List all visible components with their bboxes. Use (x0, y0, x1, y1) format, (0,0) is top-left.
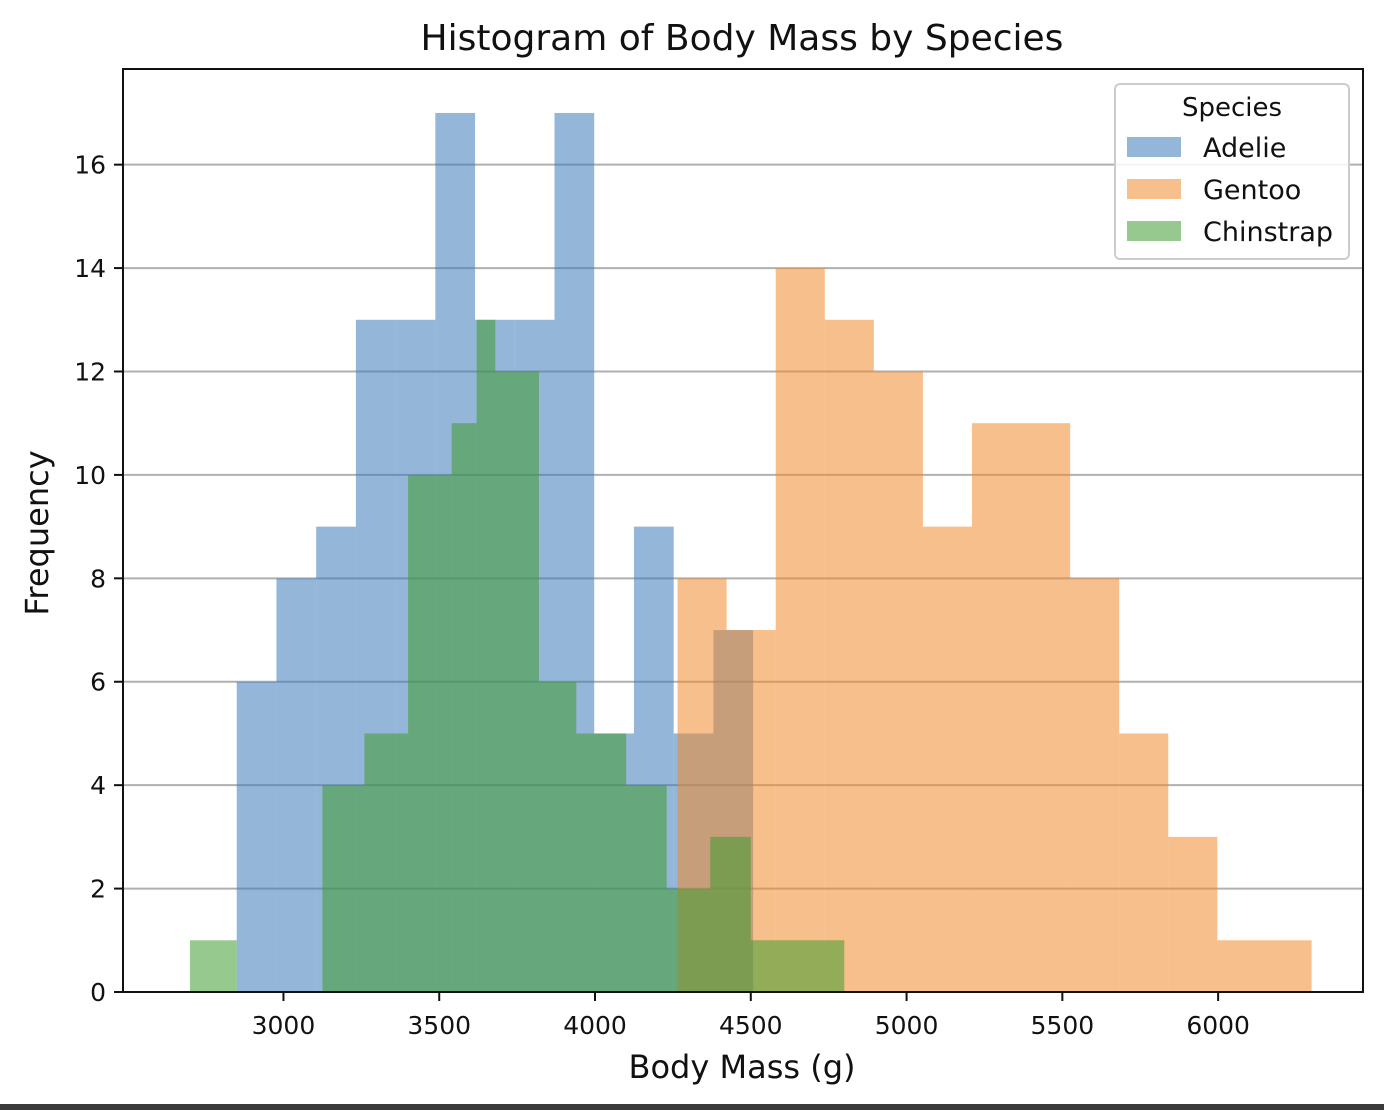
plot-frame (122, 68, 1364, 993)
x-tick-label: 4500 (719, 1011, 783, 1040)
histogram-bar (922, 526, 972, 992)
y-tick-label: 10 (74, 461, 106, 490)
legend: Species Adelie Gentoo Chinstrap (1114, 83, 1350, 260)
x-tick-label: 5000 (875, 1011, 939, 1040)
histogram-bar (1217, 940, 1267, 992)
histogram-bar (364, 733, 409, 992)
legend-box (1114, 83, 1350, 260)
histogram-bar (775, 268, 825, 992)
histogram-bar (794, 940, 845, 992)
series-gentoo-bars (677, 268, 1312, 992)
histogram-bar (1021, 423, 1071, 992)
histogram-bar (710, 836, 751, 992)
histogram-bar (626, 785, 667, 992)
y-tick-label: 8 (90, 564, 106, 593)
legend-item-chinstrap: Chinstrap (1127, 217, 1333, 248)
legend-items: Adelie Gentoo Chinstrap (1127, 133, 1333, 248)
histogram-bar (276, 578, 317, 992)
y-tick-label: 14 (74, 254, 106, 283)
y-tick-label: 0 (90, 978, 106, 1007)
legend-swatch (1127, 179, 1181, 199)
histogram-bar (1070, 578, 1120, 992)
legend-swatch (1127, 221, 1181, 241)
histogram-bar (576, 733, 627, 992)
histogram-bar (1168, 836, 1218, 992)
x-axis-label: Body Mass (g) (629, 1048, 856, 1086)
bottom-edge-rule (0, 1104, 1384, 1110)
y-tick-label: 2 (90, 875, 106, 904)
histogram-bar (1266, 940, 1312, 992)
x-tick-label: 6000 (1186, 1011, 1250, 1040)
histogram-bar (189, 940, 237, 992)
y-axis-label: Frequency (18, 450, 56, 615)
legend-item-gentoo: Gentoo (1127, 175, 1301, 206)
histogram-bar (538, 681, 577, 992)
histogram-bars (189, 112, 1312, 992)
histogram-bar (495, 371, 515, 992)
y-tick-label: 6 (90, 668, 106, 697)
histogram-bar (408, 474, 452, 992)
legend-label: Gentoo (1203, 175, 1301, 206)
histogram-bar (971, 423, 1022, 992)
histogram-bar (824, 319, 874, 992)
y-tick-label: 4 (90, 771, 106, 800)
histogram-bar (873, 371, 923, 992)
series-chinstrap-bars (189, 319, 845, 992)
histogram-bar (750, 940, 795, 992)
histogram-bar (236, 681, 277, 992)
y-tick-label: 16 (74, 151, 106, 180)
axis-ticks: 3000 3500 4000 4500 5000 5500 6000 0 2 4 6 8 10 12 14 1… (74, 151, 1250, 1040)
histogram-bar (1119, 733, 1169, 992)
histogram-bar (322, 785, 365, 992)
histogram-bar (666, 888, 711, 992)
histogram-bar (514, 371, 539, 992)
x-tick-label: 3000 (252, 1011, 316, 1040)
legend-swatch (1127, 137, 1181, 157)
histogram-bar (451, 423, 477, 992)
legend-title: Species (1182, 93, 1282, 123)
x-tick-label: 5500 (1031, 1011, 1095, 1040)
x-tick-label: 4000 (563, 1011, 627, 1040)
chart-title: Histogram of Body Mass by Species (421, 18, 1064, 59)
legend-item-adelie: Adelie (1127, 133, 1286, 164)
x-tick-label: 3500 (407, 1011, 471, 1040)
y-tick-label: 12 (74, 357, 106, 386)
legend-label: Chinstrap (1203, 217, 1333, 248)
legend-label: Adelie (1203, 133, 1286, 164)
histogram-bar (476, 319, 496, 992)
